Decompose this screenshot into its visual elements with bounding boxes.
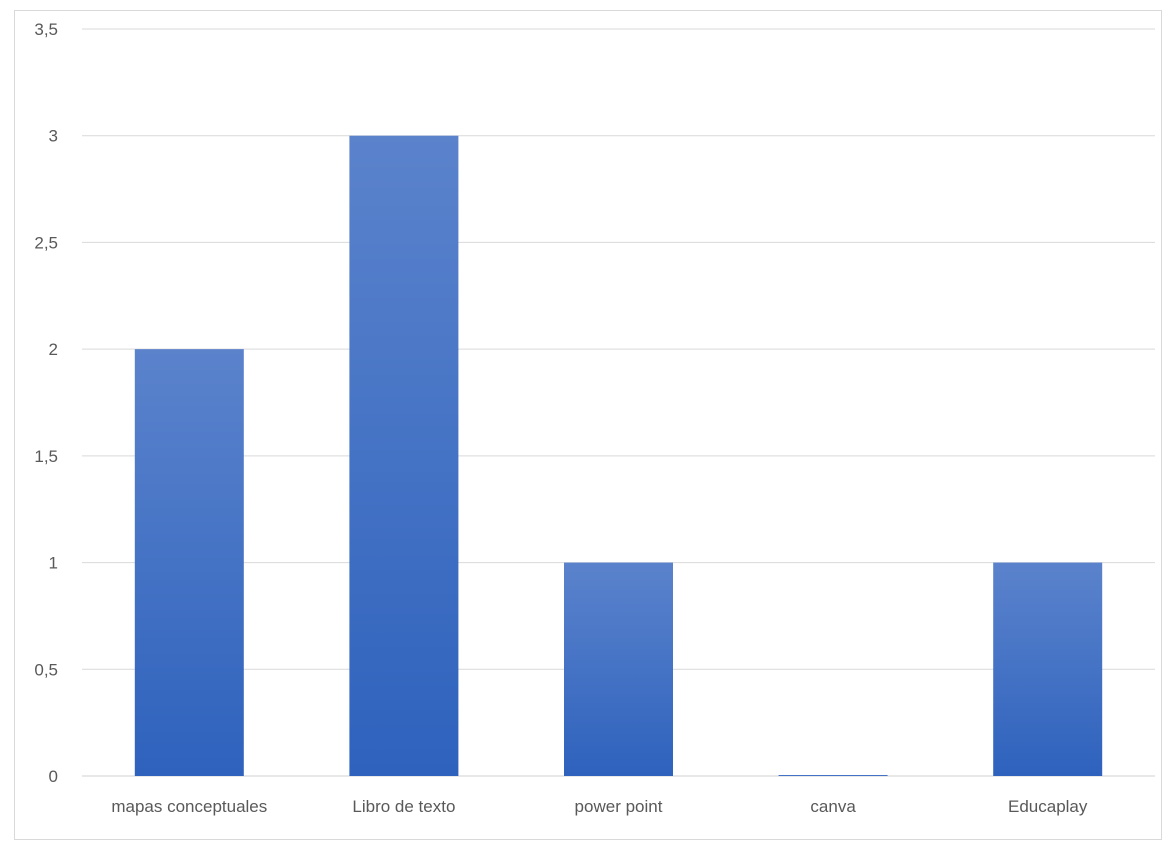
- bar: [778, 775, 888, 776]
- x-category-label: mapas conceptuales: [111, 797, 267, 816]
- y-tick-label: 2,5: [34, 233, 58, 252]
- x-category-label: canva: [810, 797, 856, 816]
- bars: [134, 135, 1103, 776]
- bar: [349, 135, 459, 776]
- y-tick-label: 1,5: [34, 447, 58, 466]
- gridlines: [82, 28, 1155, 777]
- x-category-label: Educaplay: [1008, 797, 1088, 816]
- bar: [134, 349, 244, 776]
- x-axis-category-labels: mapas conceptuales Libro de texto power po…: [111, 797, 1088, 816]
- y-axis-tick-labels: 0 0,5 1 1,5 2 2,5 3 3,5: [34, 20, 58, 786]
- y-tick-label: 3,5: [34, 20, 58, 39]
- bar: [993, 562, 1103, 776]
- x-category-label: Libro de texto: [352, 797, 455, 816]
- x-category-label: power point: [575, 797, 663, 816]
- y-tick-label: 0,5: [34, 660, 58, 679]
- y-tick-label: 0: [49, 767, 58, 786]
- y-tick-label: 3: [49, 127, 58, 146]
- y-tick-label: 1: [49, 554, 58, 573]
- bar: [564, 562, 673, 776]
- y-tick-label: 2: [49, 340, 58, 359]
